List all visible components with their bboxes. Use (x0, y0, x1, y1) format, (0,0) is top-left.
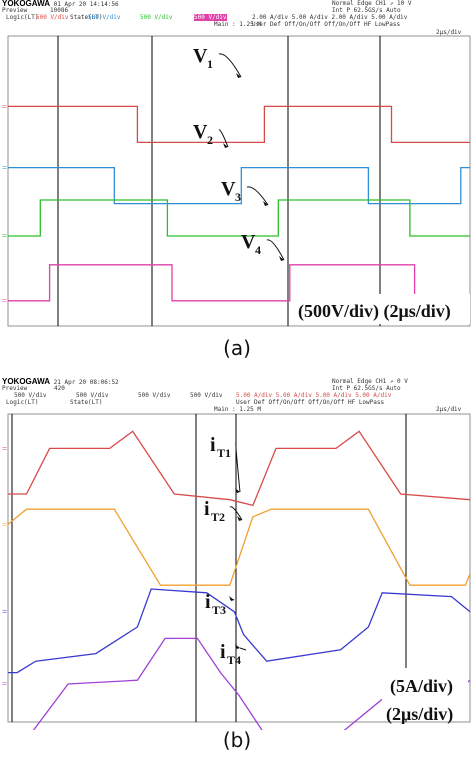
svg-text:3: 3 (235, 190, 241, 204)
record-a: 10086 (50, 7, 69, 14)
record-b: 420 (54, 385, 65, 392)
trace-it1 (8, 430, 471, 507)
timebase-a: 2μs/div (436, 29, 462, 36)
trace-v4 (8, 264, 470, 302)
label-it3: i T3 (205, 591, 235, 617)
trace-v3 (8, 199, 470, 237)
ground-marker: = (2, 519, 7, 529)
plot-frame (7, 413, 471, 723)
svg-text:V: V (193, 121, 208, 143)
math1-b: Logic(LT) (6, 399, 39, 406)
svg-text:T1: T1 (217, 446, 231, 460)
plot-frame (7, 35, 471, 327)
timebase-b: 2μs/div (436, 406, 462, 413)
trace-v2 (8, 166, 470, 205)
scope-plot-b: ====i T1i T2i T3i T4(5A/div)(2μs/div) (2, 413, 471, 730)
panel-a: YOKOGAWA 01 Apr 20 14:14:56 10086 Previe… (0, 0, 474, 328)
svg-text:2: 2 (207, 133, 213, 147)
scope-plot-a: ====V 1V 2V 3V 4(500V/div) (2μs/div) (2, 35, 471, 327)
svg-text:1: 1 (207, 57, 213, 71)
svg-text:T3: T3 (212, 603, 226, 617)
scale-note-a: (500V/div) (2μs/div) (298, 301, 451, 322)
main-a: Main : 1.25 M (214, 21, 261, 28)
math2-b: State(LT) (70, 399, 103, 406)
caption-a: (a) (223, 336, 251, 360)
ground-marker: = (2, 101, 7, 111)
math1-a: Logic(LT) (6, 14, 39, 21)
svg-text:i: i (204, 498, 210, 520)
svg-text:4: 4 (255, 243, 261, 257)
trace-it2 (7, 508, 471, 586)
sample-a: Int P 62.5GS/s Auto (332, 7, 401, 14)
svg-text:V: V (241, 231, 256, 253)
svg-text:i: i (205, 591, 211, 613)
label-it4: i T4 (220, 641, 247, 667)
trace-v1 (8, 105, 470, 144)
svg-text:i: i (220, 641, 226, 663)
svg-text:i: i (210, 434, 216, 456)
scope-header-b: YOKOGAWA 21 Apr 20 08:06:52 Preview 420 … (2, 377, 462, 414)
ground-marker: = (2, 231, 7, 241)
scale-note-b2: (2μs/div) (386, 704, 453, 725)
label-it2: i T2 (204, 498, 243, 524)
brand-b: YOKOGAWA (2, 377, 51, 386)
trigger-a: Normal Edge CH1 ↗ 10 V (332, 0, 412, 7)
svg-text:V: V (221, 178, 236, 200)
ground-marker: = (2, 163, 7, 173)
ch-scales-right-b: 5.00 A/div 5.00 A/div 5.00 A/div 5.00 A/… (236, 392, 392, 399)
svg-text:T2: T2 (211, 510, 225, 524)
date-b: 21 Apr 20 08:06:52 (53, 379, 119, 386)
filters-b: User Def Off/On/Off Off/On/Off HF LowPas… (236, 399, 385, 406)
math2-a: State(LT) (70, 14, 103, 21)
main-b: Main : 1.25 M (214, 406, 261, 413)
scale-note-bg (382, 668, 468, 720)
filters-a: User Def Off/On/Off Off/On/Off HF LowPas… (252, 21, 401, 28)
svg-text:T4: T4 (227, 653, 241, 667)
svg-text:V: V (193, 45, 208, 67)
sample-b: Int P 62.5GS/s Auto (332, 385, 401, 392)
ground-marker: = (2, 679, 7, 689)
scale-note-b1: (5A/div) (390, 676, 453, 697)
brand-a: YOKOGAWA (2, 0, 51, 8)
ground-marker: = (2, 443, 7, 453)
scope-header-a: YOKOGAWA 01 Apr 20 14:14:56 10086 Previe… (2, 0, 462, 36)
date-a: 01 Apr 20 14:14:56 (53, 1, 119, 8)
panel-b: YOKOGAWA 21 Apr 20 08:06:52 Preview 420 … (0, 378, 474, 730)
ground-marker: = (2, 607, 7, 617)
ground-marker: = (2, 296, 7, 306)
preview-b: Preview (2, 385, 28, 392)
trigger-b: Normal Edge CH1 ↗ 0 V (332, 378, 408, 385)
scale-note-bg (294, 294, 470, 324)
ch-scales-right-a: 2.00 A/div 5.00 A/div 2.00 A/div 5.00 A/… (252, 14, 408, 21)
caption-b: (b) (222, 728, 252, 752)
trace-it3 (8, 588, 471, 674)
preview-a: Preview (2, 7, 28, 14)
